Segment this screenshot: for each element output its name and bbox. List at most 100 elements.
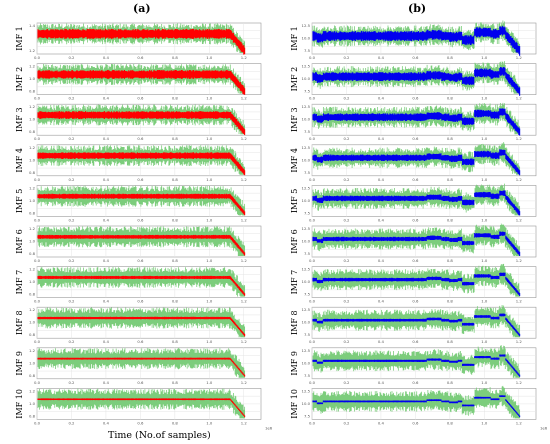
y-tick-label: 12.5 bbox=[302, 267, 311, 272]
x-multiplier-label: 1e6 bbox=[265, 425, 273, 430]
x-tick-label: 0.6 bbox=[412, 177, 419, 182]
imf-signal-trace bbox=[37, 28, 246, 55]
imf-subplot: 0.0 0.2 0.4 0.6 0.8 1.0 1.2 1.2 1.0 0.8 IMF 5 bbox=[15, 185, 262, 222]
y-tick-label: 1.2 bbox=[29, 267, 36, 272]
y-tick-label: 1.2 bbox=[29, 348, 36, 353]
x-tick-label: 0.4 bbox=[103, 177, 110, 182]
x-tick-label: 0.6 bbox=[412, 299, 419, 304]
y-tick-label: 0.8 bbox=[29, 129, 36, 134]
y-tick-label: 1.2 bbox=[29, 388, 36, 393]
y-tick-label: 1.2 bbox=[29, 185, 36, 190]
x-tick-label: 0.0 bbox=[34, 96, 41, 101]
x-tick-label: 1.0 bbox=[206, 380, 213, 385]
x-tick-label: 0.2 bbox=[68, 136, 75, 141]
x-multiplier-label: 1e6 bbox=[540, 425, 548, 430]
x-tick-label: 0.6 bbox=[412, 96, 419, 101]
x-tick-label: 0.4 bbox=[378, 217, 385, 222]
imf-subplot: 0.0 0.2 0.4 0.6 0.8 1.0 1.2 1.2 1.0 0.8 IMF 9 bbox=[15, 347, 262, 385]
x-tick-label: 0.6 bbox=[412, 420, 419, 425]
imf-label: IMF 10 bbox=[15, 389, 24, 419]
x-tick-label: 0.2 bbox=[343, 420, 350, 425]
x-tick-label: 1.2 bbox=[241, 339, 248, 344]
x-tick-label: 0.4 bbox=[378, 258, 385, 263]
imf-label: IMF 8 bbox=[15, 310, 24, 335]
x-tick-label: 0.8 bbox=[172, 217, 179, 222]
imf-label: IMF 1 bbox=[15, 26, 24, 51]
x-tick-label: 1.0 bbox=[481, 177, 488, 182]
imf-subplot: 0.0 0.2 0.4 0.6 0.8 1.0 1.2 1.2 1.0 0.8 IMF 10 bbox=[15, 388, 262, 425]
imf-label: IMF 3 bbox=[290, 107, 299, 132]
x-tick-label: 1.2 bbox=[241, 299, 248, 304]
x-tick-label: 0.0 bbox=[309, 339, 316, 344]
imf-label: IMF 5 bbox=[15, 189, 24, 214]
x-tick-label: 0.2 bbox=[68, 55, 75, 60]
x-tick-label: 0.6 bbox=[412, 217, 419, 222]
x-tick-label: 0.6 bbox=[137, 177, 144, 182]
y-tick-label: 1.0 bbox=[29, 76, 36, 81]
x-tick-label: 1.2 bbox=[516, 299, 523, 304]
x-tick-label: 1.2 bbox=[516, 55, 523, 60]
imf-signal-trace bbox=[37, 275, 246, 296]
x-tick-label: 0.0 bbox=[34, 380, 41, 385]
x-tick-label: 0.2 bbox=[68, 217, 75, 222]
x-tick-label: 0.0 bbox=[309, 299, 316, 304]
x-tick-label: 0.4 bbox=[103, 339, 110, 344]
imf-signal-trace bbox=[312, 395, 521, 418]
x-tick-label: 0.8 bbox=[172, 136, 179, 141]
imf-signal-trace bbox=[312, 66, 521, 96]
imf-label: IMF 6 bbox=[290, 229, 299, 254]
imf-subplot: 0.0 0.2 0.4 0.6 0.8 1.0 1.2 12.5 10.0 7.5 IMF 3 bbox=[290, 102, 537, 141]
x-tick-label: 0.2 bbox=[68, 339, 75, 344]
x-tick-label: 1.0 bbox=[481, 380, 488, 385]
imf-label: IMF 8 bbox=[290, 310, 299, 335]
x-tick-label: 1.2 bbox=[241, 380, 248, 385]
x-tick-label: 0.2 bbox=[68, 420, 75, 425]
imf-subplot: 0.0 0.2 0.4 0.6 0.8 1.0 1.2 1.4 1.2 IMF 1 bbox=[15, 22, 262, 60]
imf-subplot: 0.0 0.2 0.4 0.6 0.8 1.0 1.2 1.2 1.0 0.8 IMF 2 bbox=[15, 63, 262, 101]
x-tick-label: 0.0 bbox=[309, 420, 316, 425]
x-tick-label: 0.2 bbox=[68, 177, 75, 182]
y-tick-label: 10.0 bbox=[302, 279, 311, 284]
x-axis-label: Time (No.of samples) bbox=[108, 430, 211, 441]
x-tick-label: 1.2 bbox=[241, 136, 248, 141]
x-tick-label: 0.8 bbox=[447, 217, 454, 222]
imf-signal-trace bbox=[312, 108, 521, 136]
x-tick-label: 1.0 bbox=[481, 217, 488, 222]
x-tick-label: 0.4 bbox=[103, 299, 110, 304]
x-tick-label: 0.6 bbox=[137, 96, 144, 101]
y-tick-label: 7.5 bbox=[304, 210, 311, 215]
y-tick-label: 1.2 bbox=[29, 145, 36, 150]
x-tick-label: 0.8 bbox=[172, 258, 179, 263]
y-tick-label: 10.0 bbox=[302, 401, 311, 406]
x-tick-label: 0.0 bbox=[34, 55, 41, 60]
x-tick-label: 0.8 bbox=[172, 55, 179, 60]
imf-label: IMF 7 bbox=[290, 270, 299, 295]
imf-label: IMF 2 bbox=[15, 67, 24, 92]
imf-subplot: 0.0 0.2 0.4 0.6 0.8 1.0 1.2 12.5 10.0 7.5 IMF 9 bbox=[290, 345, 537, 385]
x-tick-label: 0.4 bbox=[378, 380, 385, 385]
y-tick-label: 12.5 bbox=[302, 104, 311, 109]
y-tick-label: 1.0 bbox=[29, 117, 36, 122]
x-tick-label: 0.8 bbox=[172, 299, 179, 304]
x-tick-label: 0.6 bbox=[137, 299, 144, 304]
y-tick-label: 12.5 bbox=[302, 388, 311, 393]
y-tick-label: 7.5 bbox=[304, 89, 311, 94]
imf-label: IMF 1 bbox=[290, 26, 299, 51]
x-tick-label: 1.2 bbox=[241, 96, 248, 101]
x-tick-label: 0.4 bbox=[103, 258, 110, 263]
y-tick-label: 10.0 bbox=[302, 36, 311, 41]
x-tick-label: 0.6 bbox=[412, 339, 419, 344]
y-tick-label: 1.0 bbox=[29, 360, 36, 365]
x-tick-label: 1.0 bbox=[481, 136, 488, 141]
y-tick-label: 1.4 bbox=[29, 23, 36, 28]
y-tick-label: 1.2 bbox=[29, 307, 36, 312]
y-tick-label: 7.5 bbox=[304, 48, 311, 53]
y-tick-label: 1.0 bbox=[29, 279, 36, 284]
imf-label: IMF 5 bbox=[290, 189, 299, 214]
x-tick-label: 0.4 bbox=[103, 217, 110, 222]
x-tick-label: 0.0 bbox=[34, 258, 41, 263]
y-tick-label: 1.2 bbox=[29, 48, 36, 53]
x-tick-label: 1.2 bbox=[516, 420, 523, 425]
x-tick-label: 1.2 bbox=[516, 217, 523, 222]
y-tick-label: 0.8 bbox=[29, 413, 36, 418]
